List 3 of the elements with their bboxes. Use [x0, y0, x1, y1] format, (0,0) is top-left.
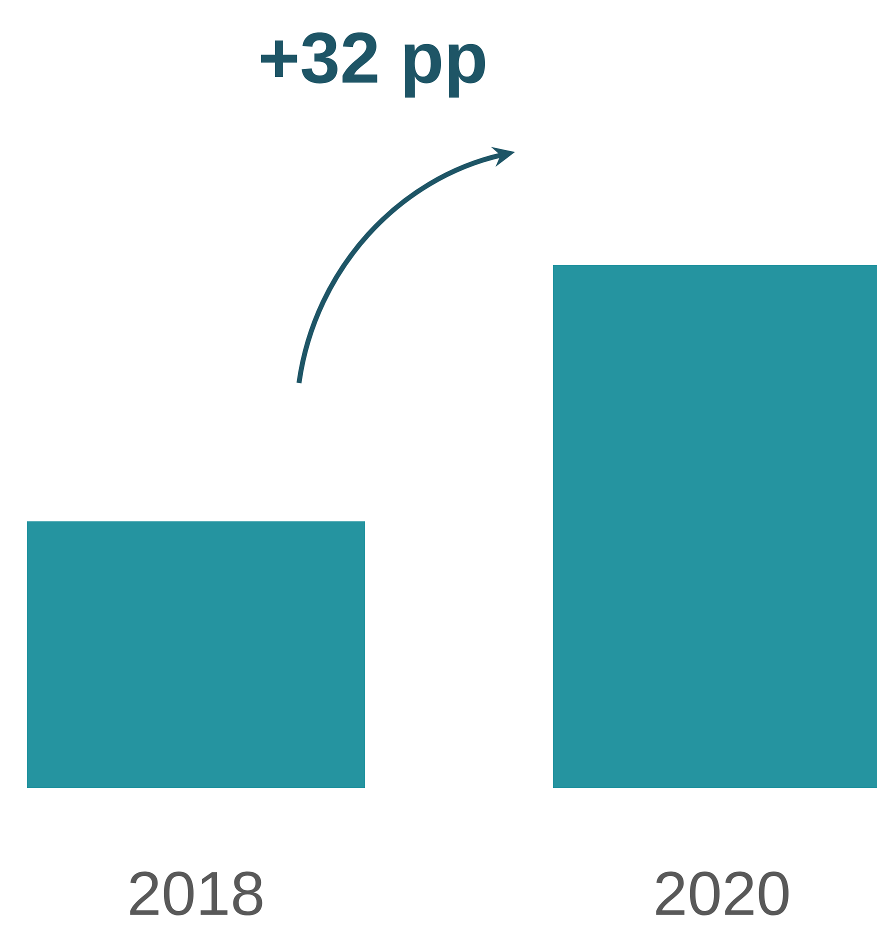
x-tick-label: 2020 [656, 872, 789, 916]
x-tick-label: 2018 [130, 872, 262, 916]
text: +32 pp [260, 32, 486, 98]
